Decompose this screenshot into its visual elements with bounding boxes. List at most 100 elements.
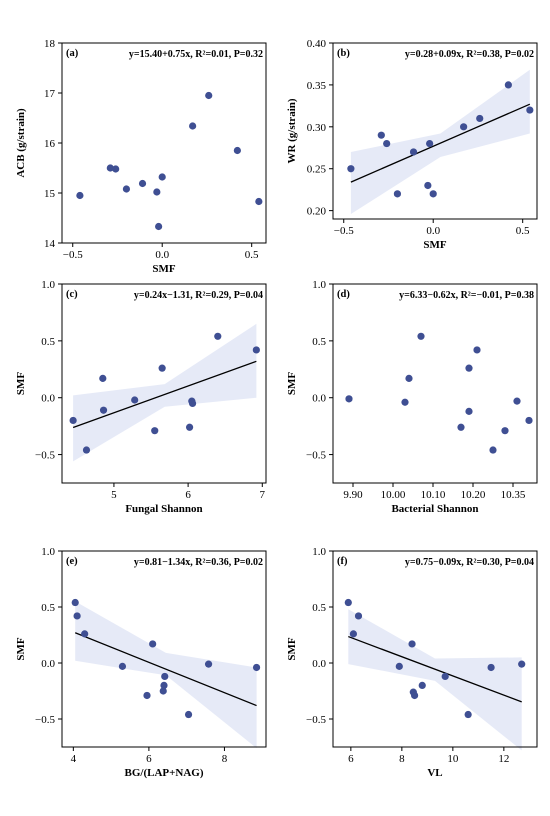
data-point (82, 446, 91, 454)
x-tick-label: 5 (111, 489, 117, 501)
data-point (489, 446, 497, 454)
y-tick-label: 0.5 (41, 602, 55, 614)
y-tick-label: 1.0 (312, 546, 326, 558)
data-point (525, 416, 533, 425)
data-point (252, 346, 260, 354)
data-point (99, 406, 108, 414)
data-point (122, 185, 131, 193)
y-tick-label: 0.5 (312, 602, 326, 614)
data-point (409, 148, 418, 156)
x-tick-label: 6 (185, 489, 191, 501)
x-tick-label: 8 (222, 753, 228, 765)
confidence-band (73, 323, 257, 462)
y-tick-label: 1.0 (312, 279, 326, 291)
regression-equation: y=0.75−0.09x, R²=0.30, P=0.04 (405, 557, 534, 568)
x-tick-label: 0.5 (516, 225, 530, 237)
x-axis-label: Fungal Shannon (125, 503, 202, 515)
data-point (349, 630, 357, 638)
data-point (418, 681, 426, 690)
y-tick-label: 0.40 (307, 38, 327, 50)
data-point (155, 222, 163, 231)
y-axis-label: ACB (g/strain) (15, 108, 27, 178)
data-point (73, 612, 81, 620)
data-point (153, 188, 161, 196)
y-tick-label: 16 (44, 138, 56, 150)
data-point (518, 660, 526, 668)
panel-b: −0.5 0.0 0.5 0.20 0.25 0.30 0.35 0.40 SMF WR (g/s… (286, 38, 538, 251)
data-point (354, 612, 363, 620)
x-tick-label: 0.0 (155, 249, 169, 261)
data-point (393, 190, 402, 198)
x-axis-label: Bacterial Shannon (391, 503, 478, 515)
data-point (504, 81, 512, 89)
x-tick-label: 10 (447, 753, 459, 765)
data-point (159, 687, 167, 695)
data-point (143, 691, 151, 700)
regression-line (72, 360, 257, 429)
y-tick-label: 0.5 (41, 336, 55, 348)
data-point (473, 346, 481, 354)
panel-label: (f) (337, 556, 348, 567)
y-tick-label: 0.0 (41, 393, 55, 405)
panel-f: 6 8 10 12 −0.5 0.0 0.5 1.0 VL SMF (f) y=0.75−0.09x,… (286, 546, 538, 779)
data-point (76, 191, 84, 200)
data-point (149, 640, 157, 648)
regression-equation: y=0.24x−1.31, R²=0.29, P=0.04 (134, 290, 263, 301)
data-point (411, 691, 419, 700)
panel-label: (c) (66, 289, 78, 300)
y-axis-label: SMF (15, 637, 27, 661)
x-tick-label: 10.20 (461, 489, 486, 501)
x-axis-label: SMF (152, 263, 176, 275)
data-point (161, 672, 169, 681)
data-point (487, 663, 495, 672)
data-point (131, 396, 139, 404)
x-tick-label: 6 (348, 753, 354, 765)
x-tick-label: −0.5 (334, 225, 354, 237)
x-axis-label: SMF (423, 239, 447, 251)
data-point (99, 374, 107, 382)
y-tick-label: 0.20 (307, 206, 327, 218)
y-tick-label: 0.0 (312, 393, 326, 405)
data-point (151, 427, 159, 435)
data-point (465, 407, 473, 415)
regression-equation: y=0.28+0.09x, R²=0.38, P=0.02 (405, 49, 534, 60)
data-point (158, 364, 166, 372)
regression-line (74, 632, 257, 707)
data-point (345, 395, 353, 403)
data-point (118, 662, 127, 670)
x-tick-label: 10.35 (501, 489, 526, 501)
regression-equation: y=0.81−1.34x, R²=0.36, P=0.02 (134, 557, 263, 568)
y-tick-label: 0.25 (307, 164, 327, 176)
y-axis-label: WR (g/strain) (286, 98, 298, 163)
x-tick-label: 10.00 (381, 489, 406, 501)
y-tick-label: −0.5 (35, 450, 55, 462)
data-point (424, 181, 432, 190)
x-tick-label: −0.5 (63, 249, 83, 261)
y-axis-label: SMF (286, 637, 298, 661)
x-tick-label: 8 (399, 753, 405, 765)
data-point (233, 146, 241, 155)
data-point (405, 374, 413, 382)
y-tick-label: 0.30 (307, 122, 327, 134)
x-axis-label: VL (427, 767, 442, 779)
panel-label: (a) (66, 48, 79, 59)
panel-label: (b) (337, 48, 350, 59)
data-point (204, 660, 213, 668)
plot-frame (61, 550, 267, 748)
data-point (255, 197, 263, 206)
regression-equation: y=6.33−0.62x, R²=−0.01, P=0.38 (399, 290, 534, 301)
y-tick-label: −0.5 (306, 714, 326, 726)
data-point (476, 114, 484, 123)
data-point (429, 190, 437, 198)
regression-line (350, 103, 531, 183)
y-tick-label: −0.5 (35, 714, 55, 726)
data-point (383, 139, 391, 148)
data-point (112, 165, 120, 173)
plot-frame (332, 283, 538, 484)
data-point (188, 399, 197, 407)
data-point (401, 398, 409, 406)
panel-e: 4 6 8 −0.5 0.0 0.5 1.0 BG/(LAP+NAG) SMF (e) y=0.81… (15, 546, 267, 779)
y-tick-label: 0.0 (312, 658, 326, 670)
data-point (205, 91, 213, 100)
